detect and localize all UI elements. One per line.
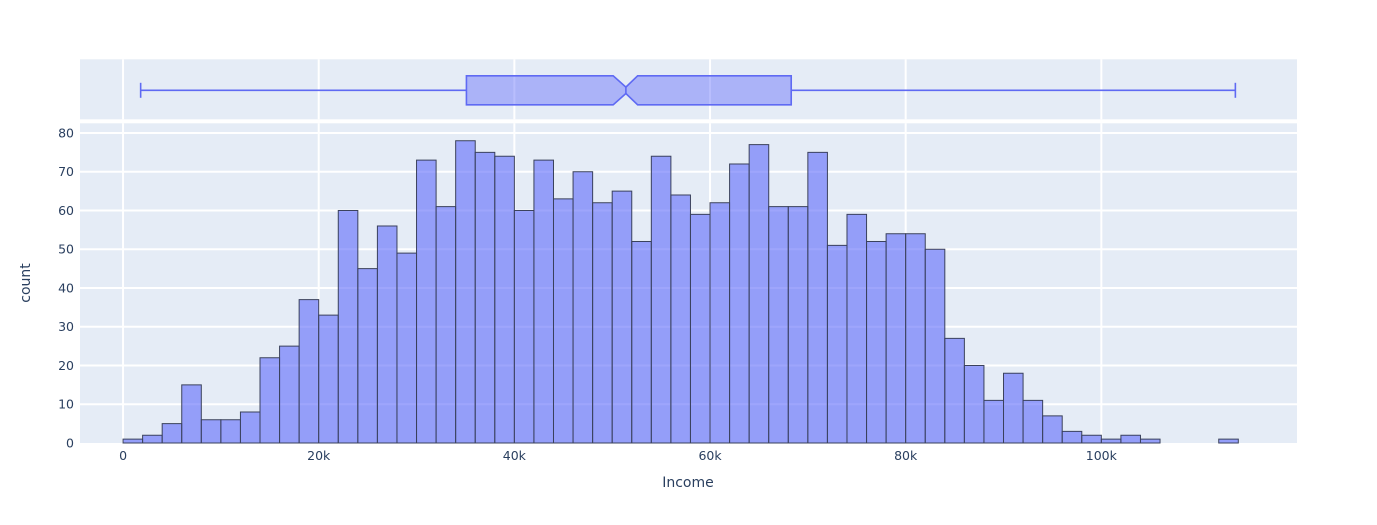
histogram-bar: [670, 194, 691, 444]
histogram-bar: [416, 159, 437, 444]
histogram-bar: [905, 233, 926, 444]
histogram-bar: [298, 299, 320, 444]
histogram-bar: [572, 171, 594, 444]
histogram-bar: [357, 268, 378, 444]
axis-tick-labels: 0 20k 40k 60k 80k 100k 0 10 20 30 40 50 60 70 80: [58, 125, 1118, 463]
y-tick-label: 0: [66, 436, 74, 451]
y-tick-label: 40: [58, 280, 74, 295]
histogram-bar: [1022, 399, 1044, 444]
histogram-bar: [885, 233, 907, 444]
histogram-bar: [1061, 430, 1083, 444]
histogram-bar: [494, 155, 515, 444]
histogram-bar: [1139, 438, 1161, 444]
y-tick-label: 30: [58, 319, 74, 334]
histogram-bar: [435, 206, 457, 444]
histogram-bar: [944, 337, 965, 444]
histogram-bar: [650, 155, 672, 444]
histogram-bar: [513, 209, 535, 444]
histogram-bar: [748, 144, 770, 444]
histogram-bar: [924, 248, 946, 444]
histogram-bar: [122, 438, 144, 444]
y-tick-label: 70: [58, 164, 74, 179]
histogram-bar: [807, 151, 828, 444]
histogram-bar: [1120, 434, 1141, 444]
histogram-bar: [279, 345, 300, 444]
histogram-bar: [826, 244, 848, 444]
histogram-bars: [122, 140, 1239, 444]
x-tick-label: 100k: [1086, 448, 1118, 463]
histogram-bar: [689, 213, 711, 444]
histogram-bar: [592, 202, 613, 444]
histogram-bar: [983, 399, 1005, 444]
histogram-bar: [729, 163, 750, 444]
y-tick-label: 50: [58, 242, 74, 257]
histogram-bar: [200, 419, 222, 444]
histogram-bar: [963, 364, 985, 444]
histogram-bar: [239, 411, 261, 444]
notched-box: [465, 75, 793, 106]
histogram-bar: [1003, 372, 1024, 444]
marginal-box-plot: [139, 75, 1237, 106]
histogram-bar: [552, 198, 574, 444]
histogram-bar: [396, 252, 418, 444]
histogram-bar: [1081, 434, 1102, 444]
y-tick-label: 60: [58, 203, 74, 218]
histogram-bar: [768, 206, 789, 444]
y-tick-label: 10: [58, 397, 74, 412]
histogram-bar: [533, 159, 554, 444]
x-tick-label: 0: [119, 448, 127, 463]
y-tick-label: 80: [58, 125, 74, 140]
x-tick-label: 60k: [698, 448, 722, 463]
x-tick-label: 20k: [307, 448, 331, 463]
histogram-bar: [376, 225, 398, 444]
histogram-bar: [455, 140, 476, 444]
histogram-bar: [787, 206, 809, 444]
y-tick-label: 20: [58, 358, 74, 373]
box-subplot-background: [80, 59, 1297, 120]
histogram-bar: [474, 151, 496, 444]
x-tick-label: 40k: [503, 448, 527, 463]
histogram-bar: [709, 202, 731, 444]
histogram-bar: [1100, 438, 1122, 444]
histogram-bar: [259, 357, 281, 444]
histogram-bar: [318, 314, 339, 444]
x-tick-label: 80k: [894, 448, 918, 463]
x-axis-title: Income: [662, 475, 714, 491]
histogram-bar: [220, 419, 241, 444]
histogram-bar: [161, 423, 183, 444]
histogram-bar: [866, 240, 887, 444]
histogram-bar: [631, 240, 652, 444]
histogram-bar: [611, 190, 633, 444]
histogram-bar: [181, 384, 202, 444]
histogram-bar: [846, 213, 868, 444]
histogram-bar: [1042, 415, 1063, 444]
histogram-bar: [142, 434, 163, 444]
histogram-bar: [337, 209, 359, 444]
histogram-bar: [1218, 438, 1239, 444]
y-axis-title: count: [18, 263, 34, 303]
